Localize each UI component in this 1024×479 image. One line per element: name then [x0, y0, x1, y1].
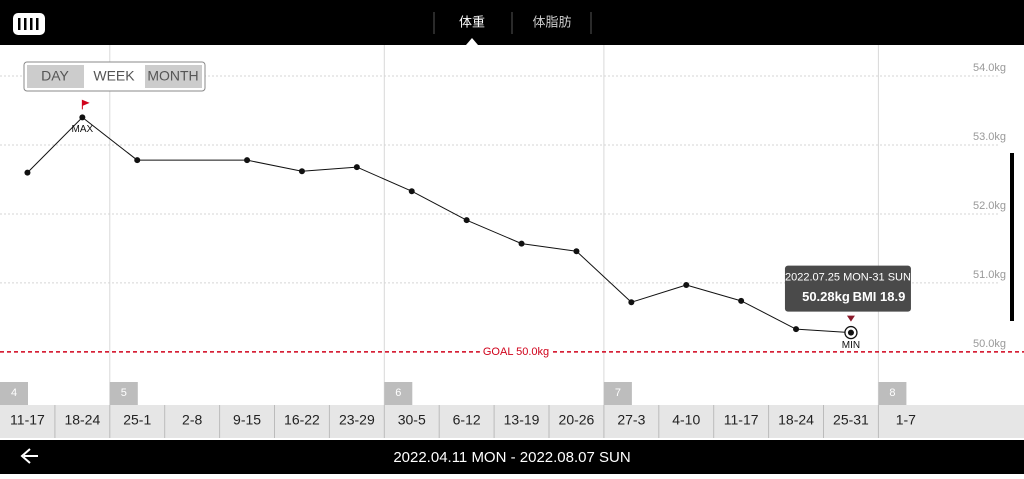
point	[573, 248, 580, 255]
line-segment	[356, 166, 412, 192]
point	[353, 164, 360, 171]
x-tick-label: 9-15	[233, 412, 261, 428]
range-button[interactable]	[85, 65, 144, 88]
tooltip-value: 50.28kg	[802, 289, 850, 304]
scrollbar	[1010, 153, 1014, 321]
point	[79, 114, 86, 121]
point	[683, 282, 690, 288]
bottom-bar	[0, 440, 1024, 474]
x-tick-label: 13-19	[504, 412, 540, 428]
line-segment	[686, 284, 742, 302]
month-tab	[384, 382, 413, 405]
month-tab	[878, 382, 907, 405]
tooltip-bmi: BMI 18.9	[853, 289, 906, 304]
icon-bar	[36, 18, 39, 30]
point	[518, 240, 525, 247]
x-tick-label: 25-31	[833, 412, 869, 428]
range-label[interactable]: DAY	[41, 68, 69, 84]
x-tick-label: 18-24	[64, 412, 100, 428]
icon-bg	[13, 13, 45, 35]
x-tick-label: 16-22	[284, 412, 320, 428]
max-label: MAX	[72, 124, 94, 135]
max-flag	[81, 99, 90, 110]
tab[interactable]: 体脂肪	[532, 14, 571, 29]
x-tick-label: 25-1	[123, 412, 151, 428]
tab[interactable]: 体重	[459, 14, 485, 29]
app-icon[interactable]	[13, 13, 45, 35]
line-segment	[521, 243, 577, 252]
point	[244, 157, 251, 164]
x-tick-label: 11-17	[724, 412, 759, 428]
range-label[interactable]: WEEK	[93, 68, 135, 84]
range-control: DAY WEEK MONTH	[23, 61, 206, 92]
range-button[interactable]	[145, 65, 202, 88]
point	[738, 297, 745, 304]
month-tab	[603, 382, 632, 405]
line-segment	[796, 328, 851, 334]
icon-bar	[24, 18, 27, 30]
line-segment	[27, 117, 83, 173]
x-tick-label: 11-17	[10, 412, 45, 428]
goal-label-bg	[479, 345, 553, 358]
month-label: 8	[889, 387, 895, 399]
tooltip-date: 2022.07.25 MON-31 SUN	[785, 271, 911, 283]
x-tick-label: 6-12	[453, 412, 481, 428]
range-button[interactable]	[27, 65, 84, 88]
date-range: 2022.04.11 MON - 2022.08.07 SUN	[393, 449, 630, 466]
line-segment	[411, 190, 467, 221]
x-tick-label: 20-26	[559, 412, 595, 428]
line-segment	[576, 250, 632, 303]
month-tab	[0, 382, 28, 405]
point	[463, 217, 470, 224]
point	[134, 157, 141, 164]
x-tick-label: 18-24	[778, 412, 814, 428]
point	[847, 329, 854, 336]
chart: 4 5 6 7 8 50.0kg 51.0kg 52.0kg 53.0kg 54.0kg GOAL …	[0, 45, 1024, 438]
y-tick-label: 50.0kg	[973, 338, 1006, 350]
line-segment	[466, 219, 522, 245]
line-segment	[740, 300, 797, 330]
point	[298, 168, 305, 175]
x-tick-label: 30-5	[398, 412, 426, 428]
tooltip-pointer	[846, 315, 855, 322]
y-tick-label: 52.0kg	[973, 200, 1006, 212]
range-label[interactable]: MONTH	[147, 68, 198, 84]
x-tick-label: 23-29	[339, 412, 375, 428]
line-segment	[301, 166, 357, 172]
week-bar	[0, 405, 1024, 438]
point	[628, 299, 635, 306]
x-tick-label: 1-7	[896, 412, 916, 428]
x-tick-label: 2-8	[182, 412, 202, 428]
icon-bar	[30, 18, 33, 30]
month-tab	[109, 382, 138, 405]
y-tick-label: 54.0kg	[973, 62, 1006, 74]
back-arrow[interactable]	[20, 448, 38, 464]
goal-label: GOAL 50.0kg	[483, 346, 549, 358]
line-segment	[82, 117, 138, 161]
y-tick-label: 51.0kg	[973, 269, 1006, 281]
x-tick-label: 4-10	[672, 412, 700, 428]
month-label: 5	[121, 387, 127, 399]
month-label: 6	[395, 387, 401, 399]
y-tick-label: 53.0kg	[973, 131, 1006, 143]
point	[408, 188, 415, 195]
point	[24, 169, 31, 176]
line-segment	[631, 284, 687, 303]
line-segment	[246, 159, 303, 172]
tooltip	[784, 265, 911, 312]
tab-indicator	[466, 38, 478, 45]
month-label: 4	[11, 387, 17, 399]
month-label: 7	[615, 387, 621, 399]
icon-bar	[18, 18, 21, 30]
min-label: MIN	[842, 340, 860, 351]
point	[793, 326, 800, 333]
x-tick-label: 27-3	[617, 412, 645, 428]
